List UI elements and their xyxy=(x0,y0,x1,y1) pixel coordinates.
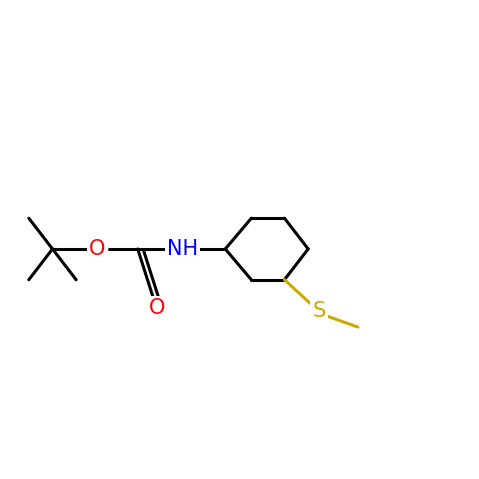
Text: NH: NH xyxy=(167,239,198,259)
Text: O: O xyxy=(89,239,106,259)
Text: O: O xyxy=(148,298,165,318)
Text: S: S xyxy=(312,301,326,321)
